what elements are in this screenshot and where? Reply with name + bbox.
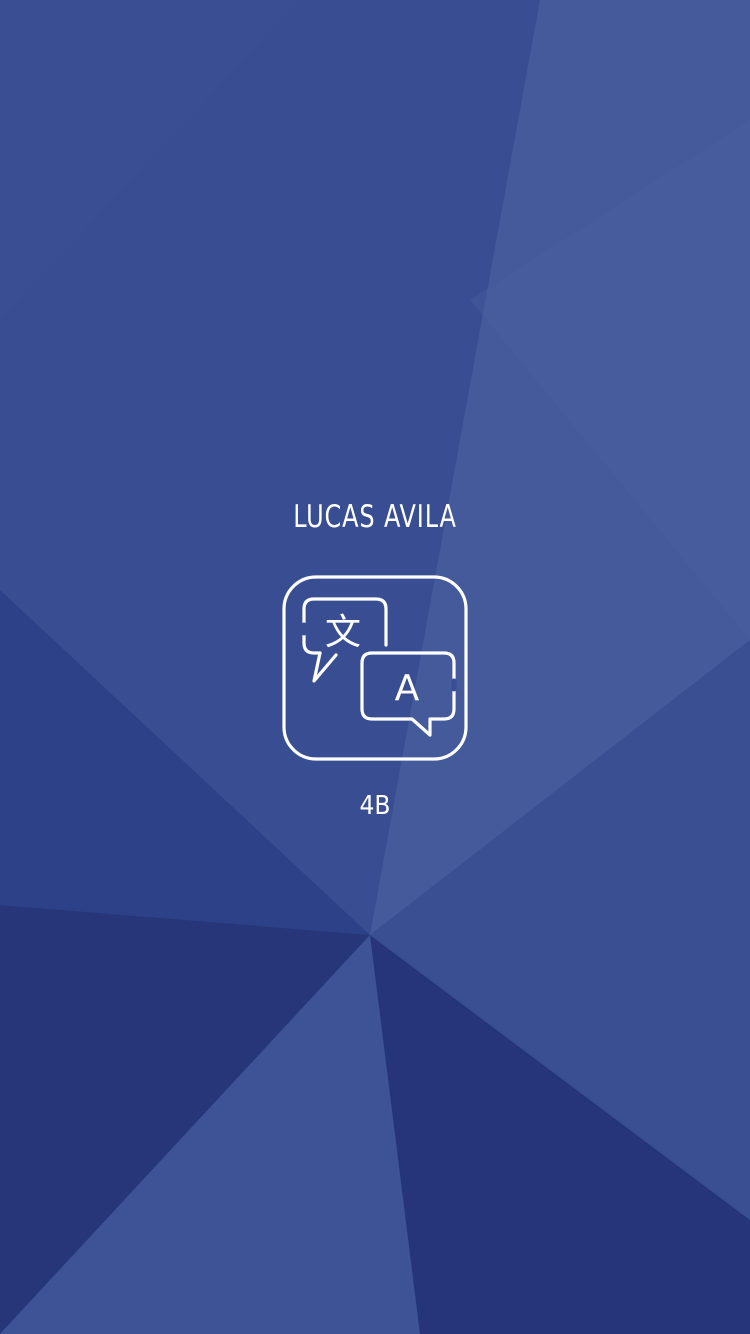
glyph-target: A bbox=[395, 668, 420, 709]
level-label: 4B bbox=[359, 791, 391, 821]
translate-icon: 文 A bbox=[280, 573, 470, 763]
glyph-source: 文 bbox=[325, 612, 361, 653]
user-name: LUCAS AVILA bbox=[293, 499, 457, 535]
